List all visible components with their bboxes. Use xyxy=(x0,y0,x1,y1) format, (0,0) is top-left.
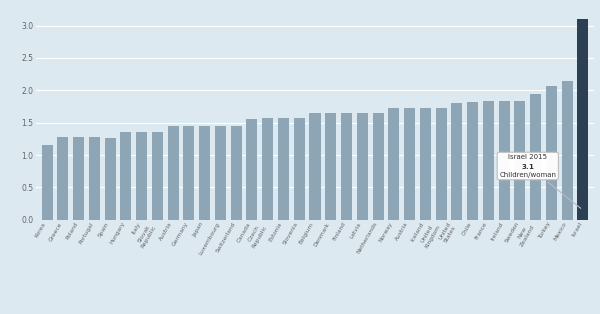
Bar xyxy=(121,133,131,220)
Bar xyxy=(278,118,289,220)
Bar xyxy=(152,133,163,220)
Bar xyxy=(167,126,179,220)
Bar xyxy=(262,118,273,220)
Bar xyxy=(404,108,415,220)
Bar xyxy=(230,126,242,220)
Bar xyxy=(436,108,446,220)
Text: Israel 2015
$\bf{3.1}$
Children/woman: Israel 2015 $\bf{3.1}$ Children/woman xyxy=(499,154,581,208)
Bar xyxy=(483,101,494,220)
Bar xyxy=(199,126,210,220)
Bar xyxy=(136,133,147,220)
Bar xyxy=(73,137,84,220)
Bar xyxy=(325,113,336,220)
Bar xyxy=(562,81,573,220)
Bar xyxy=(357,113,368,220)
Bar xyxy=(577,19,589,220)
Bar xyxy=(104,138,116,220)
Bar xyxy=(310,113,320,220)
Bar xyxy=(451,103,463,220)
Bar xyxy=(514,101,526,220)
Bar xyxy=(184,126,194,220)
Bar xyxy=(41,145,53,220)
Bar xyxy=(388,108,400,220)
Bar xyxy=(373,113,383,220)
Bar xyxy=(215,126,226,220)
Bar xyxy=(89,137,100,220)
Bar xyxy=(546,86,557,220)
Bar xyxy=(247,119,257,220)
Bar xyxy=(530,94,541,220)
Bar xyxy=(341,113,352,220)
Bar xyxy=(499,101,509,220)
Bar xyxy=(57,137,68,220)
Bar xyxy=(294,118,305,220)
Bar xyxy=(420,108,431,220)
Bar xyxy=(467,102,478,220)
